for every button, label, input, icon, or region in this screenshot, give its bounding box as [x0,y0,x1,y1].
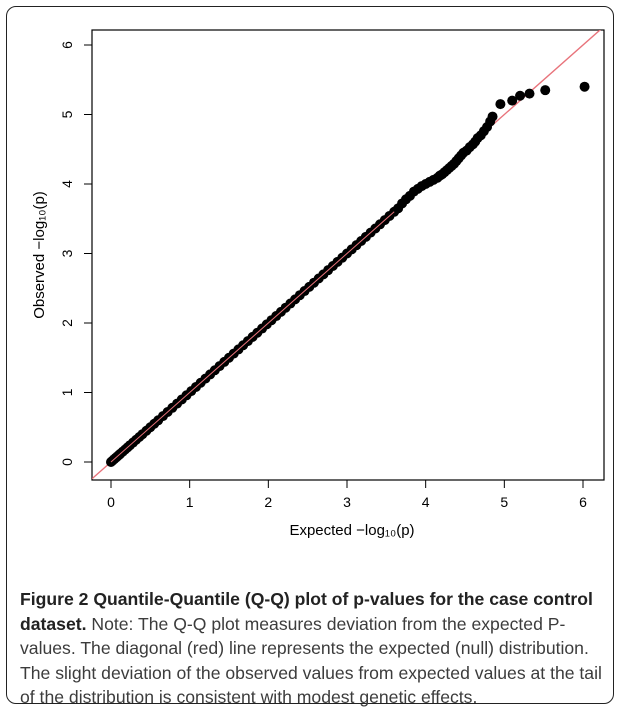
figure-caption: Figure 2 Quantile-Quantile (Q-Q) plot of… [20,587,610,710]
data-point [487,111,498,122]
data-points [106,81,590,467]
y-tick-label: 0 [59,458,75,466]
figure-title: Quantile-Quantile (Q-Q) plot of p-values… [20,589,593,634]
x-tick-label: 4 [422,494,430,510]
data-point [524,88,535,99]
plot-area [91,29,605,481]
data-point [515,90,526,101]
y-axis-label: Observed −log₁₀(p) [31,191,48,319]
figure-frame [6,6,614,704]
x-tick-label: 6 [579,494,587,510]
figure-note: Note: The Q-Q plot measures deviation fr… [20,613,602,708]
y-tick-label: 6 [59,41,75,49]
x-tick-label: 1 [186,494,194,510]
x-tick-label: 2 [264,494,272,510]
x-axis-label: Expected −log₁₀(p) [289,522,414,539]
x-tick-label: 5 [500,494,508,510]
y-tick-label: 1 [59,388,75,396]
data-point [579,81,590,92]
data-point [540,85,551,96]
qq-plot: 0 1 2 3 4 5 6 0 1 2 3 4 5 6 Expected −log₁₀(p) Observed… [31,29,605,539]
reference-line-overlay [110,211,395,463]
y-tick-label: 2 [59,319,75,327]
x-tick-label: 3 [343,494,351,510]
data-point [507,95,518,106]
y-tick-label: 4 [59,180,75,188]
figure-label: Figure 2 [20,589,89,609]
data-point [495,99,506,110]
y-tick-label: 5 [59,110,75,118]
x-tick-label: 0 [107,494,115,510]
y-tick-label: 3 [59,249,75,257]
